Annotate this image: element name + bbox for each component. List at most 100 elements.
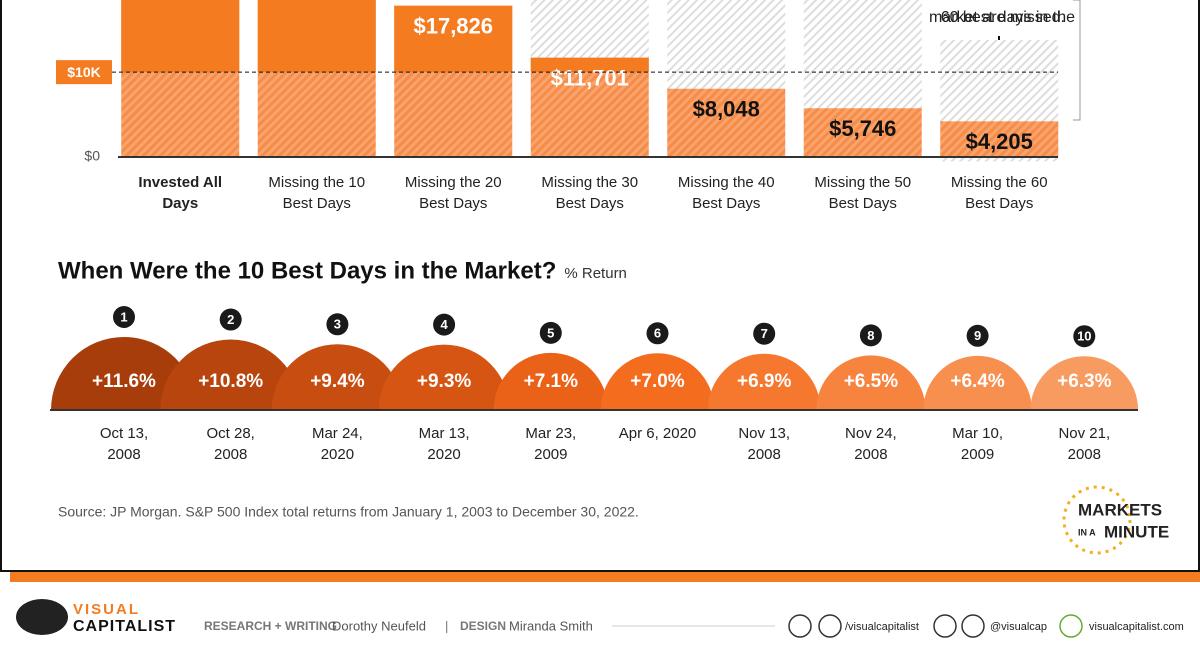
value-label: +9.4% [310,371,365,392]
bar-gain [121,0,240,73]
icon [1059,614,1083,638]
chart-subtitle: % Return [564,265,627,282]
x-tick-label: Missing the 10 Best Days [268,174,366,212]
y-tick-label: $0 [84,148,100,164]
bar-gain [394,5,513,73]
logo-text: MINUTE [1104,522,1169,541]
x-tick-label: Mar 24, 2020 [311,425,363,463]
credit: Miranda Smith [509,618,593,633]
bar [667,88,786,157]
rank-badge [433,313,456,336]
y-tick-box [56,60,112,85]
bar-gain [257,0,376,73]
value-label: $4,205 [966,129,1033,154]
ghost-bar [803,0,922,109]
rank-badge [859,324,882,347]
x-tick-label: Invested All Days [138,174,223,212]
semicircle [378,344,510,410]
rank-label: 6 [654,326,661,341]
x-tick-label: Oct 13, 2008 [99,425,149,463]
value-label: +10.8% [198,371,263,392]
credit-label: RESEARCH + WRITING [204,619,337,633]
x-tick-label: Oct 28, 2008 [206,425,255,463]
x-tick-label: Mar 23, 2009 [525,425,577,463]
value-label: +7.0% [630,371,685,392]
value-label: $5,746 [829,116,896,141]
rank-label: 10 [1077,329,1091,344]
x-tick-label: Nov 13, 2008 [738,425,791,463]
icon [961,614,985,638]
separator: | [445,618,448,633]
semicircle [707,353,821,410]
rank-label: 5 [547,325,554,340]
ghost-bar [530,0,649,58]
rank-badge [753,322,776,345]
annotation: market are missed. [929,9,1065,26]
x-tick-label: Missing the 40 Best Days [677,174,775,212]
y-tick-label: $10K [67,64,100,80]
bar-gain [530,57,649,73]
semicircle [923,355,1032,410]
rank-label: 8 [867,328,874,343]
value-label: $17,826 [413,14,493,39]
rank-badge [646,322,669,345]
ghost-bar [667,0,786,89]
rank-badge [113,306,135,328]
x-tick-label: Missing the 30 Best Days [541,174,639,212]
chart-title: When Were the 10 Best Days in the Market… [58,257,556,284]
source: Source: JP Morgan. S&P 500 Index total r… [58,504,639,520]
rank-label: 4 [440,317,448,332]
value-label: +11.6% [92,371,156,392]
bracket [1073,0,1081,121]
value-label: +6.5% [844,371,899,392]
credit: Dorothy Neufeld [332,618,426,633]
x-tick-label: Missing the 20 Best Days [404,174,502,212]
rank-badge [966,324,989,347]
x-tick-label: Missing the 60 Best Days [950,174,1048,212]
logo-text: IN A [1078,527,1096,537]
x-tick-label: Nov 21, 2008 [1058,425,1111,463]
icon [818,614,842,638]
rank-label: 7 [761,326,768,341]
icon [933,614,957,638]
value-label: $8,048 [693,97,760,122]
value-label: +9.3% [417,371,472,392]
semicircle [1030,356,1139,410]
rank-badge [326,313,349,336]
social[interactable]: @visualcap [990,621,1047,633]
bar [940,121,1059,157]
brand-logo [16,599,68,635]
icon [788,614,812,638]
bar [803,108,922,157]
brand: CAPITALIST [73,618,176,635]
rank-label: 9 [974,328,981,343]
rank-label: 2 [227,312,234,327]
social[interactable]: /visualcapitalist [845,621,919,633]
logo-text: MARKETS [1078,500,1162,519]
social[interactable]: visualcapitalist.com [1089,621,1184,633]
bar [530,57,649,157]
semicircle [493,352,608,410]
value-label: $11,701 [551,66,629,91]
value-label: +7.1% [524,371,579,392]
semicircle [271,344,404,410]
semicircle [600,353,715,410]
x-tick-label: Missing the 50 Best Days [814,174,912,212]
semicircle [51,337,197,410]
x-tick-label: Nov 24, 2008 [845,425,897,463]
semicircle [160,339,302,410]
rank-badge [1073,325,1096,348]
logo-ring [1062,485,1132,555]
semicircle [816,355,926,410]
rank-badge [539,321,562,344]
value-label: +6.9% [737,371,792,392]
x-tick-label: Mar 13, 2020 [418,425,470,463]
x-tick-label: Apr 6, 2020 [618,425,697,442]
value-label: +6.3% [1057,371,1112,392]
rank-label: 3 [334,317,341,332]
value-label: +6.4% [950,371,1005,392]
brand: VISUAL [73,601,140,618]
rank-badge [219,308,242,331]
